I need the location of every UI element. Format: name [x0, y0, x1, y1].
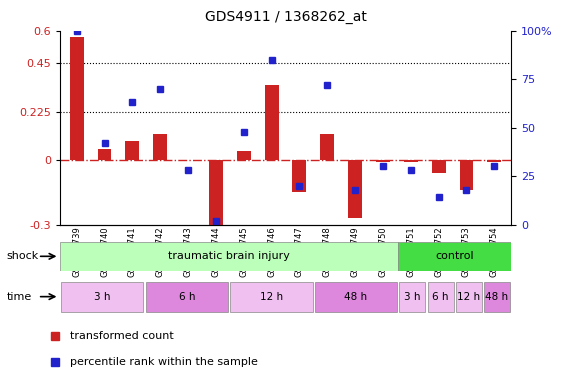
Bar — [428, 281, 453, 312]
Text: 6 h: 6 h — [179, 291, 195, 302]
Bar — [237, 151, 251, 160]
Bar — [70, 37, 83, 160]
Bar — [320, 134, 334, 160]
Bar — [98, 149, 111, 160]
Bar — [60, 242, 399, 271]
Bar — [209, 160, 223, 229]
Bar — [456, 281, 482, 312]
Text: transformed count: transformed count — [70, 331, 174, 341]
Text: traumatic brain injury: traumatic brain injury — [168, 251, 290, 262]
Bar — [488, 160, 501, 162]
Text: 12 h: 12 h — [260, 291, 283, 302]
Bar — [484, 281, 510, 312]
Bar — [153, 134, 167, 160]
Bar — [126, 141, 139, 160]
Text: percentile rank within the sample: percentile rank within the sample — [70, 357, 258, 367]
Bar — [230, 281, 312, 312]
Text: 6 h: 6 h — [432, 291, 449, 302]
Bar — [315, 281, 397, 312]
Text: 12 h: 12 h — [457, 291, 480, 302]
Text: control: control — [435, 251, 474, 262]
Text: 3 h: 3 h — [404, 291, 421, 302]
Text: 48 h: 48 h — [344, 291, 368, 302]
Bar — [404, 160, 418, 162]
Bar — [399, 281, 425, 312]
Bar — [432, 160, 445, 173]
Bar — [61, 281, 143, 312]
Bar — [348, 160, 362, 218]
Bar — [399, 242, 511, 271]
Bar — [264, 84, 279, 160]
Bar — [460, 160, 473, 190]
Text: GDS4911 / 1368262_at: GDS4911 / 1368262_at — [204, 10, 367, 23]
Bar — [292, 160, 307, 192]
Text: time: time — [7, 291, 32, 302]
Text: 48 h: 48 h — [485, 291, 509, 302]
Bar — [376, 160, 390, 162]
Text: shock: shock — [7, 251, 39, 262]
Text: 3 h: 3 h — [94, 291, 111, 302]
Bar — [146, 281, 228, 312]
